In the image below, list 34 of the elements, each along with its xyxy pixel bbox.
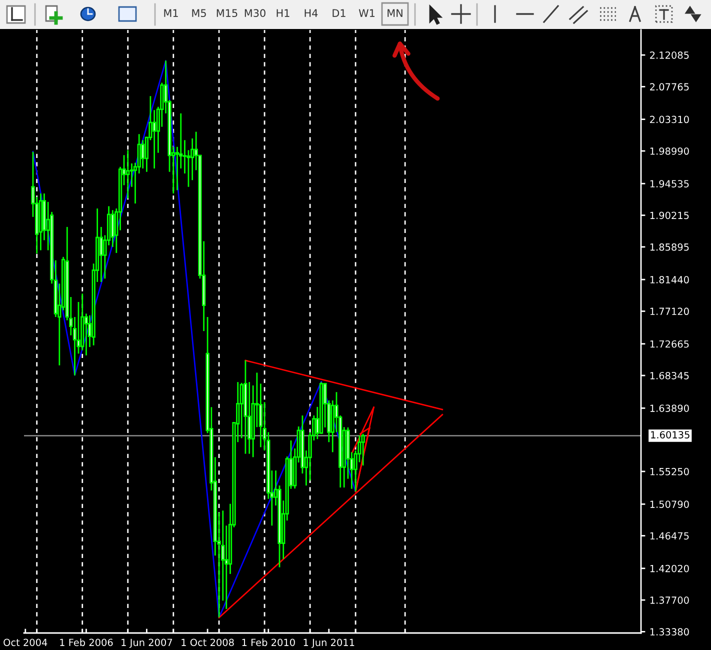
y-tick-label: 1.46475 [650, 532, 689, 540]
y-tick-label: 1.68345 [650, 372, 689, 380]
y-tick-label: 1.33380 [650, 628, 689, 636]
x-tick-label: 1 Feb 2010 [242, 638, 295, 646]
y-tick-label: 1.37700 [650, 596, 689, 604]
y-tick-label: 1.50790 [650, 500, 689, 508]
y-tick-label: 2.03310 [650, 116, 689, 124]
y-tick-label: 2.12085 [650, 52, 689, 59]
text: M15 [216, 9, 238, 18]
text: M1 [164, 9, 178, 17]
y-tick-label: 2.07765 [650, 83, 689, 91]
y-tick-label: 1.90215 [650, 212, 689, 220]
x-tick-label: 1 Jun 2007 [122, 638, 172, 648]
text: MN [388, 9, 402, 17]
x-tick-label: Oct 2004 [4, 638, 48, 646]
text: H1 [276, 9, 290, 17]
text: M5 [192, 9, 206, 18]
y-tick-label: 1.63890 [650, 404, 689, 412]
ref-line-label: 1.60135 [651, 431, 690, 438]
y-tick-label: 1.77120 [650, 308, 689, 316]
text: M30 [244, 9, 266, 18]
y-tick-label: 1.85895 [650, 243, 689, 251]
y-tick-label: 1.42020 [650, 564, 689, 572]
text: H4 [304, 9, 318, 17]
y-tick-label: 1.81440 [650, 276, 689, 284]
text: W1 [358, 9, 374, 17]
text: D1 [332, 9, 346, 17]
y-tick-label: 1.98990 [650, 147, 689, 155]
y-tick-label: 1.55250 [650, 468, 689, 476]
x-tick-label: 1 Feb 2006 [60, 638, 113, 646]
x-tick-label: 1 Jun 2011 [304, 638, 354, 648]
y-tick-label: 1.94535 [650, 180, 689, 188]
x-tick-label: 1 Oct 2008 [182, 638, 234, 646]
y-tick-label: 1.72665 [650, 340, 689, 348]
